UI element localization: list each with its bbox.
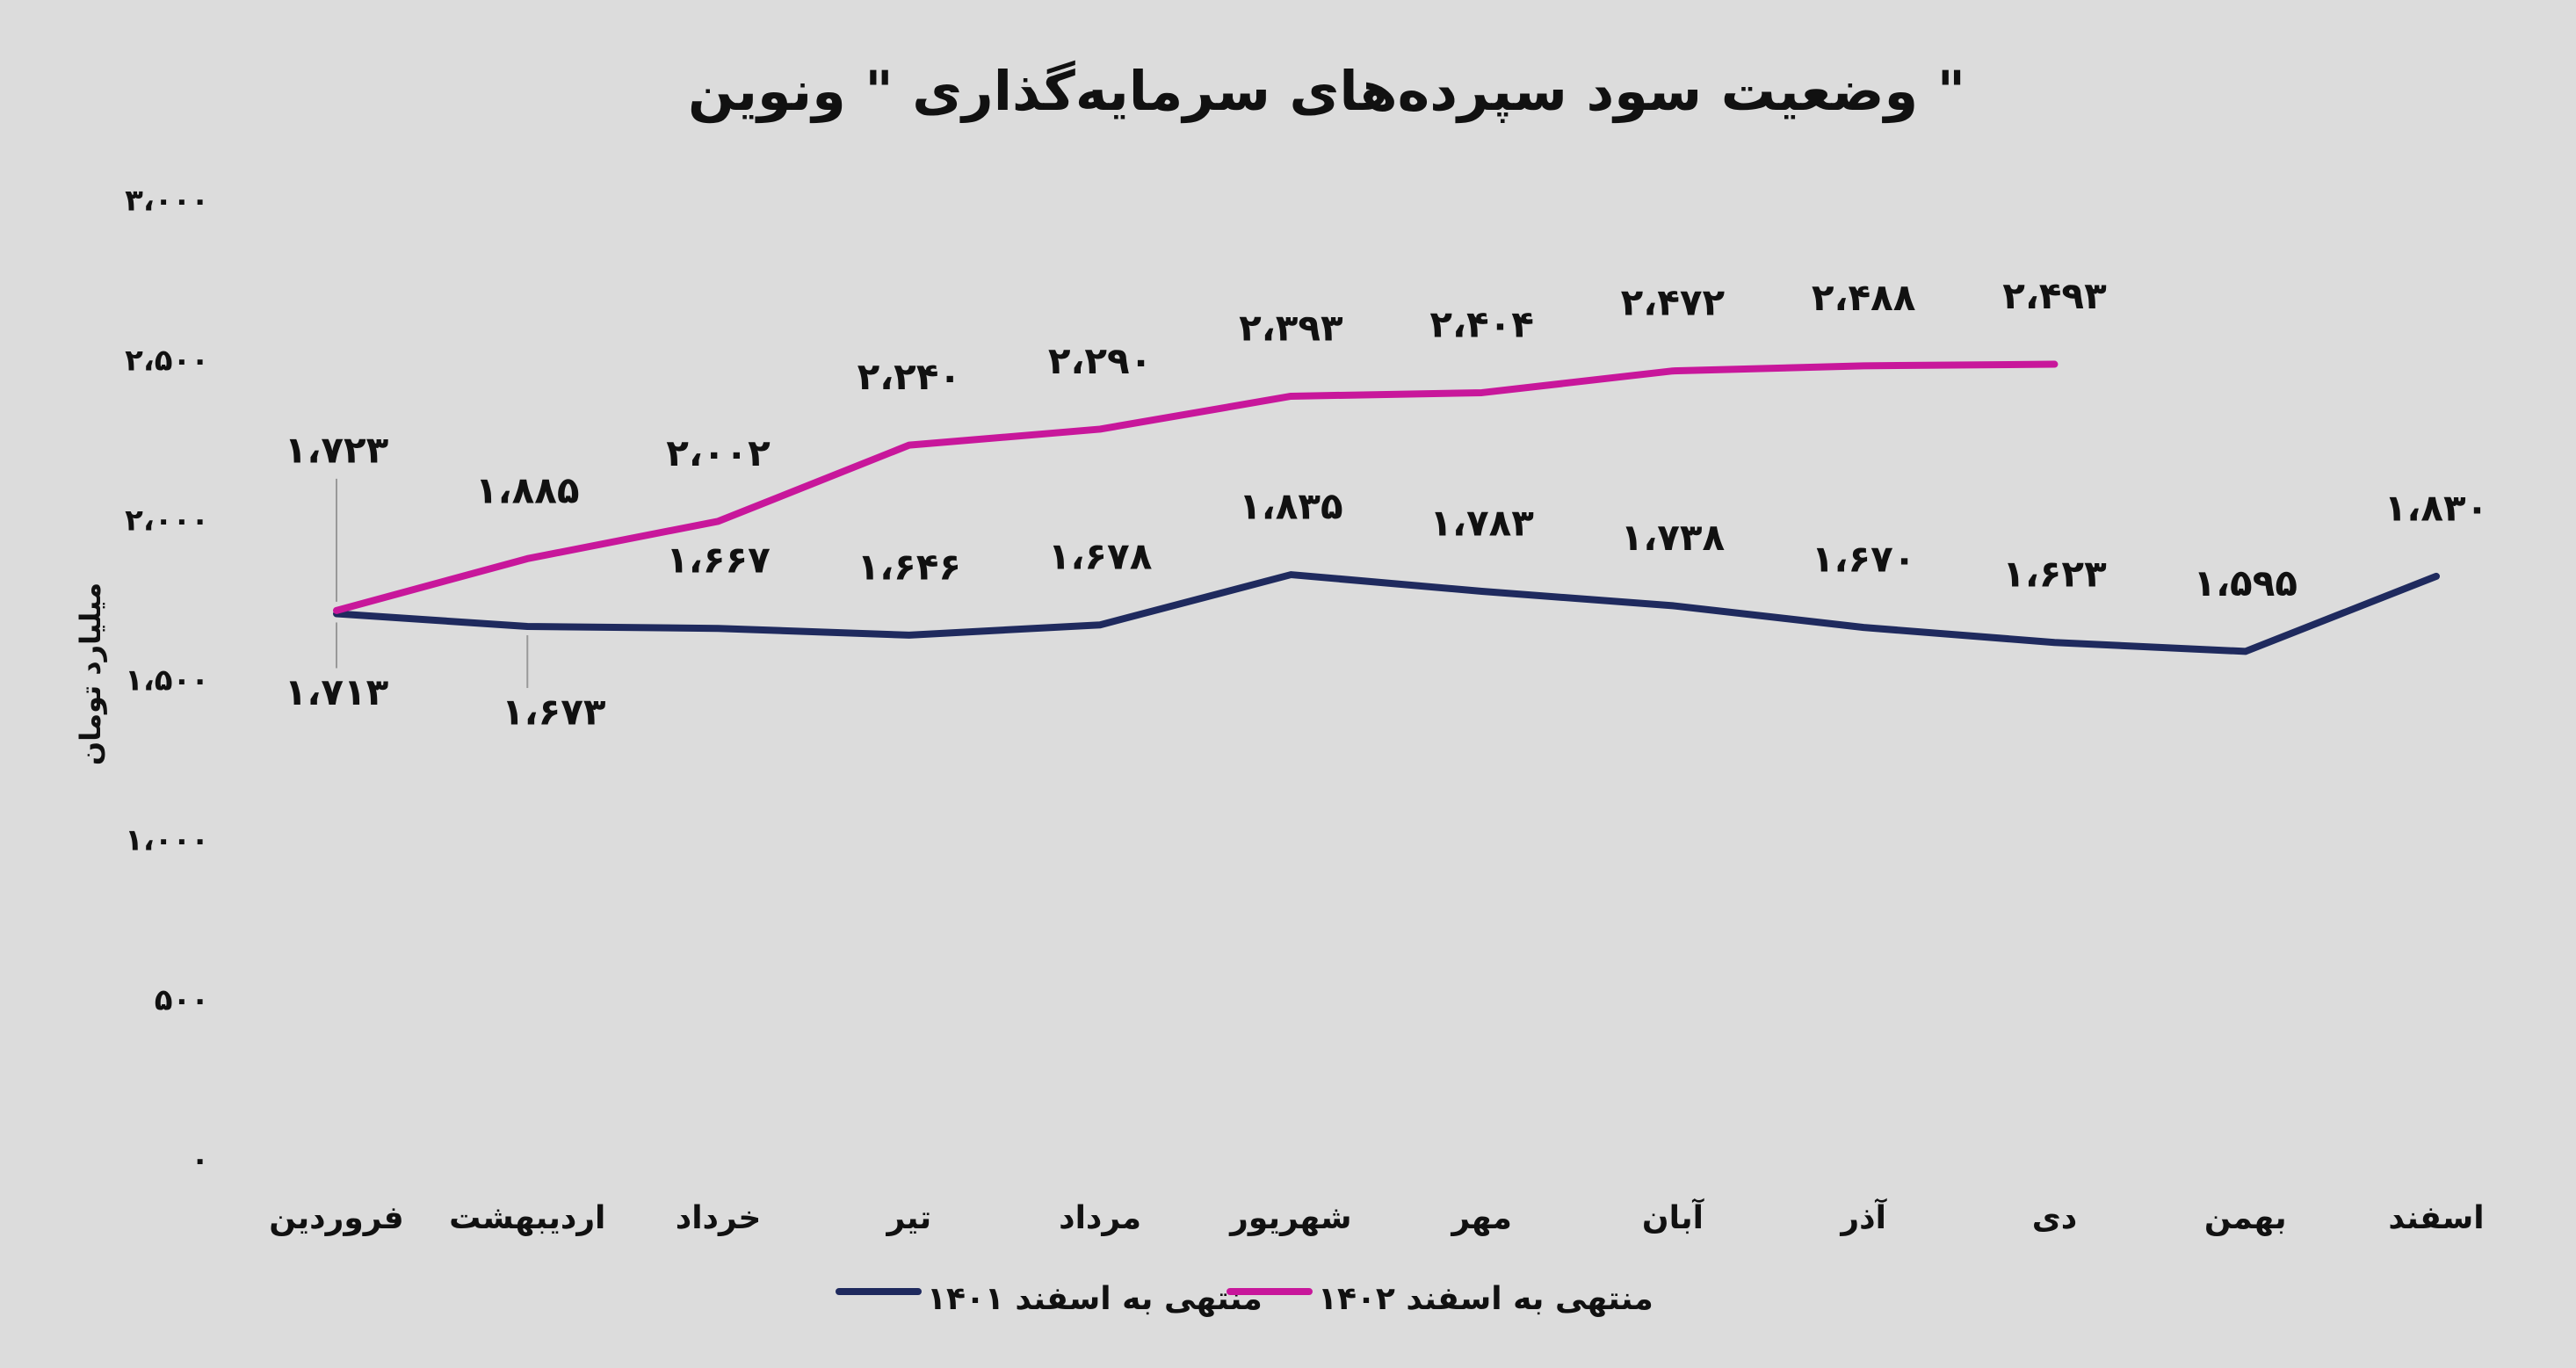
- x-tick-label: دی: [2032, 1200, 2077, 1236]
- data-label: ۱،۶۷۰: [1812, 538, 1916, 581]
- data-label: ۲،۴۸۸: [1812, 276, 1916, 319]
- x-tick-label: خرداد: [676, 1200, 762, 1236]
- chart-title: وضعیت سود سپرده‌های سرمایه‌گذاری " ونوین…: [688, 59, 1965, 123]
- data-label: ۱،۷۱۳: [285, 670, 389, 713]
- data-label: ۱،۷۲۳: [285, 428, 389, 471]
- y-tick-label: ۳،۰۰۰: [125, 184, 209, 219]
- data-label: ۱،۶۷۳: [502, 691, 606, 734]
- data-label: ۲،۴۷۲: [1621, 281, 1726, 324]
- x-tick-label: آبان: [1642, 1198, 1705, 1236]
- y-tick-label: ۱،۵۰۰: [125, 663, 209, 698]
- data-label: ۱،۶۶۷: [666, 539, 771, 582]
- x-tick-label: تیر: [886, 1200, 932, 1236]
- x-tick-label: آذر: [1839, 1198, 1887, 1236]
- x-tick-label: بهمن: [2204, 1200, 2287, 1236]
- data-label: ۲،۴۹۳: [2002, 274, 2107, 317]
- data-label: ۲،۲۹۰: [1048, 339, 1153, 382]
- x-tick-label: مهر: [1450, 1200, 1511, 1236]
- data-label: ۱،۸۳۵: [1239, 485, 1343, 528]
- data-label: ۲،۴۰۴: [1429, 302, 1534, 345]
- data-label: ۲،۰۰۲: [666, 431, 771, 474]
- x-tick-label: اردیبهشت: [449, 1200, 605, 1236]
- data-label: ۱،۶۲۳: [2002, 553, 2107, 596]
- y-tick-label: ۲،۰۰۰: [125, 503, 209, 539]
- x-tick-label: فروردین: [269, 1200, 403, 1236]
- y-tick-label: ۱،۰۰۰: [125, 823, 209, 858]
- series-line: [333, 571, 2440, 655]
- data-label: ۲،۳۹۳: [1239, 306, 1343, 349]
- data-label: ۱،۶۷۸: [1048, 535, 1153, 578]
- data-label: ۱،۸۸۵: [475, 468, 580, 511]
- legend-label: منتهی به اسفند ۱۴۰۲: [1318, 1281, 1653, 1317]
- y-tick-label: ۵۰۰: [155, 983, 209, 1018]
- data-label: ۱،۵۹۵: [2193, 561, 2297, 604]
- y-tick-label: ۰: [191, 1143, 209, 1178]
- x-tick-label: شهریور: [1228, 1200, 1351, 1236]
- y-tick-label: ۲،۵۰۰: [125, 344, 209, 379]
- data-label: ۲،۲۴۰: [857, 355, 962, 398]
- x-tick-label: اسفند: [2388, 1200, 2484, 1236]
- x-tick-label: مرداد: [1059, 1200, 1141, 1236]
- legend-label: منتهی به اسفند ۱۴۰۱: [927, 1281, 1263, 1317]
- data-label: ۱،۷۸۳: [1429, 501, 1534, 544]
- data-label: ۱،۷۳۸: [1621, 516, 1726, 559]
- y-axis-title: میلیارد تومان: [74, 583, 107, 765]
- data-label: ۱،۸۳۰: [2384, 486, 2489, 529]
- data-label: ۱،۶۴۶: [857, 545, 962, 588]
- series-line: [333, 360, 2059, 614]
